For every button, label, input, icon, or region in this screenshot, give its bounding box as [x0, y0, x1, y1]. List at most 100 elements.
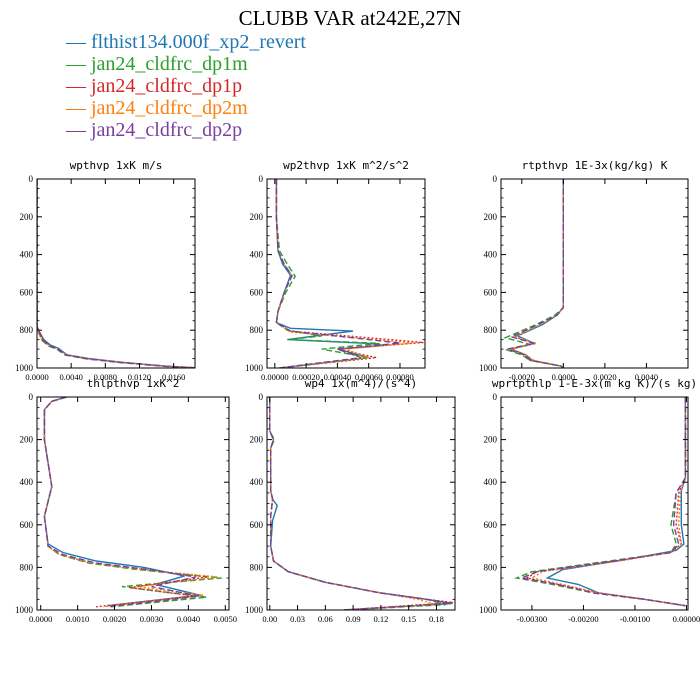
x-tick-label: 0.0020 [103, 614, 126, 624]
y-tick-label: 600 [484, 520, 498, 530]
legend-label: jan24_cldfrc_dp1m [91, 53, 248, 75]
y-tick-label: 1000 [245, 605, 264, 615]
legend-line-marker: — [66, 97, 91, 119]
panel: rtpthvp 1E-3x(kg/kg) K 0 200 400 600 800 1000 -… [479, 159, 689, 382]
y-tick-label: 600 [20, 287, 34, 297]
x-tick-label: 0.0000 [29, 614, 52, 624]
y-tick-label: 400 [20, 250, 34, 260]
x-tick-label: -0.00300 [517, 614, 547, 624]
y-tick-label: 400 [20, 477, 34, 487]
y-tick-label: 1000 [15, 605, 34, 615]
panel: wp2thvp 1xK m^2/s^2020040060080010000.00… [245, 159, 426, 382]
y-tick-label: 200 [250, 435, 264, 445]
plot-frame [500, 178, 689, 369]
series-line [275, 179, 380, 368]
x-tick-label: 0.0000 [552, 372, 575, 382]
y-tick-label: 200 [20, 212, 34, 222]
series-line [37, 179, 195, 368]
x-tick-label: 0.0120 [128, 372, 151, 382]
x-tick-label: 0.00 [262, 614, 277, 624]
series-line [519, 397, 687, 607]
x-tick-label: 0.0080 [94, 372, 117, 382]
x-tick-label: 0.18 [429, 614, 444, 624]
figure-title: CLUBB VAR at242E,27N [238, 6, 462, 30]
legend-item: — jan24_cldfrc_dp1m [66, 53, 306, 75]
y-tick-label: 200 [250, 212, 264, 222]
y-tick-label: 1000 [479, 363, 498, 373]
series-line [506, 179, 564, 368]
y-tick-label: 0 [29, 392, 34, 402]
x-tick-label: 0.00040 [324, 372, 352, 382]
y-tick-label: 600 [20, 520, 34, 530]
x-tick-label: 0.0160 [162, 372, 185, 382]
series-line [269, 397, 437, 610]
y-tick-label: 800 [250, 325, 264, 335]
y-tick-label: 800 [20, 325, 34, 335]
legend-item: — jan24_cldfrc_dp2m [66, 97, 306, 119]
plot-frame [36, 396, 230, 611]
panel-title: wpthvp 1xK m/s [70, 159, 163, 172]
legend-line-marker: — [66, 53, 91, 75]
y-tick-label: 0 [493, 174, 498, 184]
x-tick-label: 0.0000 [25, 372, 48, 382]
x-tick-label: 0.0040 [635, 372, 658, 382]
plot-frame [36, 178, 196, 369]
x-tick-label: 0.09 [346, 614, 361, 624]
y-tick-label: 0 [493, 392, 498, 402]
series-line [509, 179, 564, 368]
x-tick-label: 0.0020 [593, 372, 616, 382]
x-tick-label: -0.00100 [620, 614, 650, 624]
panel-title: wp2thvp 1xK m^2/s^2 [283, 159, 409, 172]
y-tick-label: 800 [484, 562, 498, 572]
y-tick-label: 0 [259, 174, 264, 184]
legend-line-marker: — [66, 119, 91, 141]
x-tick-label: 0.15 [401, 614, 416, 624]
y-tick-label: 600 [250, 287, 264, 297]
x-tick-label: 0.0030 [140, 614, 163, 624]
plot-frame [266, 396, 456, 611]
legend-item: — jan24_cldfrc_dp2p [66, 119, 306, 141]
panel: wprtpthlp 1-E-3x(m kg K)/(s kg) 0 200 400 60… [479, 377, 700, 624]
legend-label: jan24_cldfrc_dp2p [91, 119, 243, 141]
series-line [524, 397, 687, 607]
y-tick-label: 400 [484, 477, 498, 487]
y-tick-label: 800 [250, 562, 264, 572]
legend-label: jan24_cldfrc_dp2m [91, 97, 248, 119]
series-line [513, 397, 687, 607]
x-tick-label: 0.00000 [261, 372, 289, 382]
series-line [269, 397, 451, 610]
x-tick-label: 0.00080 [386, 372, 414, 382]
series-line [43, 397, 200, 608]
y-tick-label: 1000 [479, 605, 498, 615]
series-line [509, 179, 564, 368]
y-tick-label: 400 [484, 250, 498, 260]
series-line [37, 179, 195, 368]
panel-title: wprtpthlp 1-E-3x(m kg K)/(s kg) [492, 377, 697, 390]
x-tick-label: 0.00060 [355, 372, 383, 382]
y-tick-label: 600 [250, 520, 264, 530]
x-tick-label: 0.0040 [177, 614, 200, 624]
y-tick-label: 200 [20, 435, 34, 445]
series-line [545, 397, 687, 607]
y-tick-label: 1000 [245, 363, 264, 373]
x-tick-label: 0.0040 [59, 372, 82, 382]
x-tick-label: 0.0010 [66, 614, 89, 624]
series-line [43, 397, 200, 607]
y-tick-label: 1000 [15, 363, 34, 373]
panel-title: wp4 1x(m^4)/(s^4) [305, 377, 418, 390]
legend-line-marker: — [66, 75, 91, 97]
legend-line-marker: — [66, 31, 91, 53]
y-tick-label: 0 [259, 392, 264, 402]
y-tick-label: 200 [484, 212, 498, 222]
x-tick-label: 0.06 [318, 614, 333, 624]
legend: — flthist134.000f_xp2_revert — jan24_cld… [66, 31, 306, 141]
y-tick-label: 400 [250, 250, 264, 260]
x-tick-label: -0.00200 [568, 614, 598, 624]
x-tick-label: -0.0020 [509, 372, 535, 382]
series-line [37, 179, 195, 368]
series-line [37, 179, 195, 368]
